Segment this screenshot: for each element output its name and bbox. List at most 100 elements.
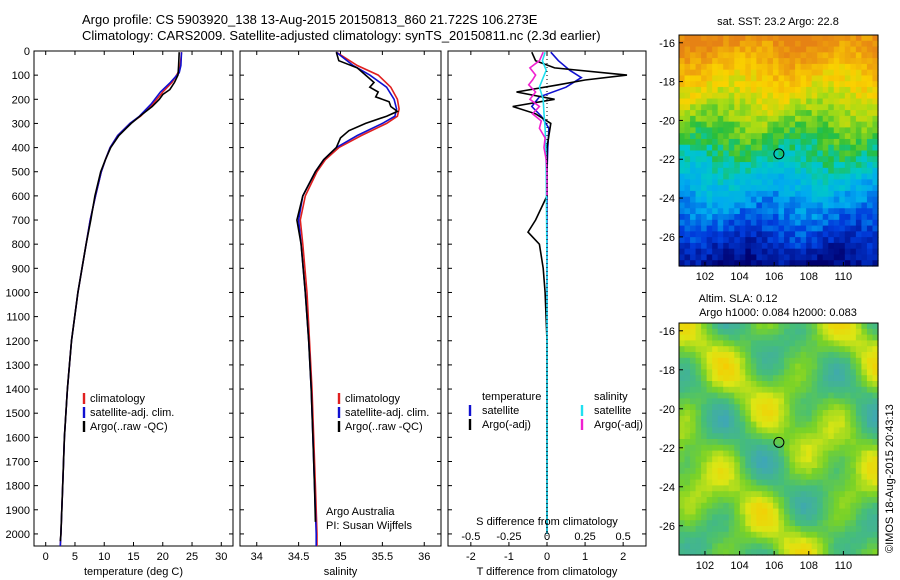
map-cell <box>817 508 824 515</box>
map-cell <box>701 520 708 527</box>
map-cell <box>706 104 713 111</box>
map-cell <box>817 462 824 469</box>
map-cell <box>839 375 846 382</box>
map-cell <box>861 185 868 192</box>
map-cell <box>734 69 741 77</box>
map-cell <box>684 115 691 123</box>
map-cell <box>833 421 840 428</box>
map-cell <box>745 260 752 267</box>
map-cell <box>828 427 835 434</box>
map-cell <box>811 357 818 365</box>
map-cell <box>822 543 829 550</box>
map-cell <box>684 86 691 94</box>
map-cell <box>706 485 713 492</box>
map-cell <box>701 133 708 140</box>
map-cell <box>723 185 730 192</box>
map-cell <box>822 35 829 42</box>
map-cell <box>712 219 719 227</box>
map-cell <box>833 456 840 463</box>
map-cell <box>806 491 813 498</box>
map-cell <box>745 219 752 227</box>
map-cell <box>778 363 785 370</box>
map-cell <box>772 98 780 105</box>
map-cell <box>739 133 746 140</box>
map-cell <box>767 202 774 209</box>
map-cell <box>866 237 874 244</box>
map-cell <box>756 531 763 539</box>
map-cell <box>795 520 802 527</box>
map-cell <box>822 392 829 399</box>
y-tick-label: 1900 <box>6 505 30 517</box>
map-cell <box>723 439 730 446</box>
map-cell <box>772 363 780 370</box>
map-cell <box>717 179 724 186</box>
map-cell <box>679 75 686 82</box>
map-cell <box>701 81 708 88</box>
map-cell <box>756 508 763 515</box>
map-cell <box>855 543 863 550</box>
map-cell <box>690 75 697 82</box>
map-cell <box>679 514 686 521</box>
map-cell <box>690 363 697 370</box>
map-cell <box>850 121 857 129</box>
map-cell <box>861 231 868 238</box>
map-cell <box>772 110 780 117</box>
map-cell <box>712 369 719 376</box>
map-cell <box>861 346 868 353</box>
map-cell <box>817 254 824 261</box>
map-x-tick-label: 104 <box>730 560 748 572</box>
map-cell <box>866 190 874 198</box>
map-cell <box>767 75 774 82</box>
map-cell <box>690 260 697 267</box>
map-cell <box>839 214 846 221</box>
map-cell <box>855 502 863 510</box>
map-cell <box>739 254 746 261</box>
map-cell <box>806 58 813 65</box>
map-cell <box>690 115 697 123</box>
map-cell <box>844 439 851 446</box>
map-cell <box>850 92 857 100</box>
map-cell <box>750 468 757 475</box>
map-cell <box>701 35 708 42</box>
map-cell <box>839 190 846 198</box>
map-cell <box>739 219 746 227</box>
map-cell <box>772 208 780 215</box>
y-tick-label: 100 <box>12 70 30 82</box>
map-cell <box>739 369 746 376</box>
map-cell <box>833 202 840 209</box>
legend-entry: satellite <box>482 405 519 417</box>
y-tick-label: 2000 <box>6 529 30 541</box>
map-cell <box>695 190 702 198</box>
map-cell <box>828 369 835 376</box>
map-cell <box>800 92 807 100</box>
y-tick-label: 600 <box>12 191 30 203</box>
map-cell <box>806 242 813 250</box>
map-cell <box>717 86 724 94</box>
map-cell <box>778 46 785 53</box>
map-cell <box>761 75 769 82</box>
map-cell <box>679 52 686 59</box>
map-cell <box>861 156 868 163</box>
map-cell <box>739 537 746 544</box>
map-cell <box>695 421 702 428</box>
map-cell <box>844 386 851 394</box>
map-cell <box>850 444 857 452</box>
map-cell <box>828 410 835 417</box>
map-cell <box>767 98 774 105</box>
map-cell <box>806 410 813 417</box>
x-tick-label: 34 <box>251 551 263 563</box>
map-cell <box>772 69 780 77</box>
map-cell <box>817 473 824 481</box>
map-cell <box>822 58 829 65</box>
map-cell <box>679 398 686 405</box>
map-cell <box>806 35 813 42</box>
map-cell <box>839 381 846 388</box>
map-cell <box>806 415 813 423</box>
map-cell <box>784 35 791 42</box>
map-cell <box>822 439 829 446</box>
map-cell <box>756 86 763 94</box>
map-cell <box>728 179 735 186</box>
map-cell <box>695 144 702 152</box>
map-cell <box>750 121 757 129</box>
map-cell <box>844 346 851 353</box>
